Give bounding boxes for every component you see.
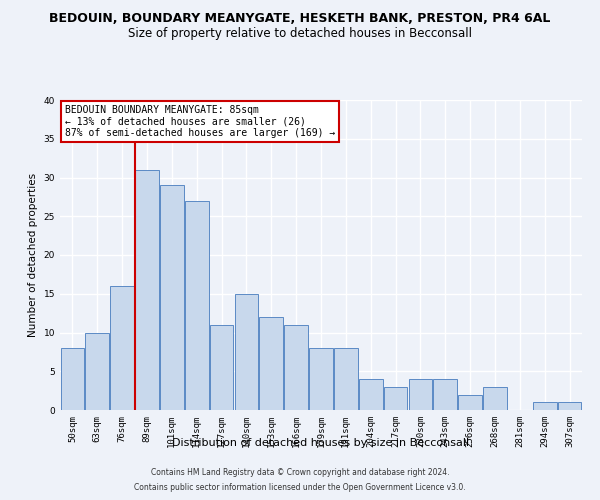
Bar — [135, 170, 159, 410]
Bar — [384, 387, 407, 410]
Text: Size of property relative to detached houses in Becconsall: Size of property relative to detached ho… — [128, 28, 472, 40]
Bar — [85, 332, 109, 410]
Bar — [334, 348, 358, 410]
Bar — [558, 402, 581, 410]
Text: BEDOUIN, BOUNDARY MEANYGATE, HESKETH BANK, PRESTON, PR4 6AL: BEDOUIN, BOUNDARY MEANYGATE, HESKETH BAN… — [49, 12, 551, 26]
Bar — [309, 348, 333, 410]
Bar — [483, 387, 507, 410]
Bar — [458, 394, 482, 410]
Text: Contains HM Land Registry data © Crown copyright and database right 2024.: Contains HM Land Registry data © Crown c… — [151, 468, 449, 477]
Bar — [284, 325, 308, 410]
Bar — [259, 317, 283, 410]
Bar — [409, 379, 432, 410]
Bar — [359, 379, 383, 410]
Bar — [110, 286, 134, 410]
Y-axis label: Number of detached properties: Number of detached properties — [28, 173, 38, 337]
Bar — [160, 185, 184, 410]
Bar — [433, 379, 457, 410]
Bar — [185, 200, 209, 410]
Bar — [210, 325, 233, 410]
Bar — [61, 348, 84, 410]
Text: Contains public sector information licensed under the Open Government Licence v3: Contains public sector information licen… — [134, 483, 466, 492]
Text: BEDOUIN BOUNDARY MEANYGATE: 85sqm
← 13% of detached houses are smaller (26)
87% : BEDOUIN BOUNDARY MEANYGATE: 85sqm ← 13% … — [65, 104, 335, 138]
Text: Distribution of detached houses by size in Becconsall: Distribution of detached houses by size … — [172, 438, 470, 448]
Bar — [235, 294, 258, 410]
Bar — [533, 402, 557, 410]
